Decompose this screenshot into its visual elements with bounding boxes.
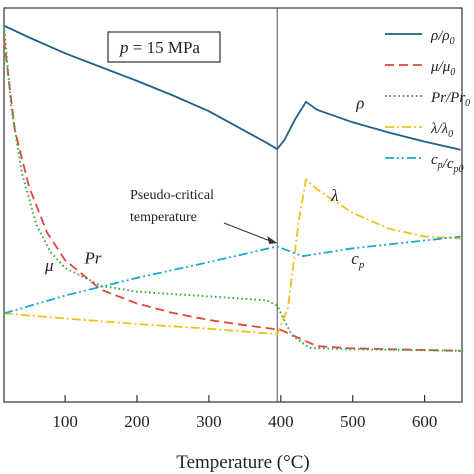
series-layer [3, 24, 461, 352]
curve-label-cp: cp [351, 249, 365, 271]
x-axis-title: Temperature (°C) [176, 452, 309, 473]
series-line-lambda [3, 178, 461, 336]
x-axis: 100 200 300 400 500 600 [52, 395, 437, 431]
curve-label-lambda: λ [330, 186, 338, 205]
curve-label-rho: ρ [355, 93, 364, 112]
legend: ρ/ρ0 μ/μ0 Pr/Pr0 λ/λ0 cp/cp0 [385, 28, 470, 175]
x-tick-label: 300 [196, 412, 222, 431]
parameter-box-frame [107, 31, 221, 63]
legend-entry-pr: Pr/Pr0 [430, 90, 470, 109]
plot-frame [3, 7, 463, 403]
parameter-box: p = 15 MPa [107, 31, 221, 63]
x-tick-label: 400 [268, 412, 294, 431]
pseudo-critical-arrowhead [267, 236, 278, 244]
series-line-rho [3, 24, 461, 151]
pseudo-critical-arrow [223, 222, 271, 242]
x-tick-label: 100 [52, 412, 78, 431]
series-line-mu [3, 39, 461, 352]
legend-entry-mu: μ/μ0 [430, 59, 455, 78]
x-tick-label: 200 [124, 412, 150, 431]
pseudo-critical-marker: Pseudo-critical temperature [130, 8, 278, 402]
curve-label-pr: Pr [84, 248, 102, 267]
x-tick-label: 500 [340, 412, 366, 431]
series-line-cp [3, 235, 461, 315]
legend-entry-cp: cp/cp0 [431, 152, 464, 175]
series-line-pr [3, 25, 461, 352]
pseudo-critical-label-line2: temperature [130, 210, 197, 225]
pseudo-critical-label-line1: Pseudo-critical [130, 188, 214, 203]
plot-area-border [3, 7, 463, 403]
curve-label-mu: μ [44, 256, 54, 275]
legend-entry-rho: ρ/ρ0 [430, 28, 455, 47]
curve-label-layer: ρ μ Pr λ cp [44, 93, 365, 275]
legend-entry-lambda: λ/λ0 [430, 121, 453, 140]
parameter-box-text: p = 15 MPa [119, 38, 200, 57]
x-tick-label: 600 [412, 412, 438, 431]
